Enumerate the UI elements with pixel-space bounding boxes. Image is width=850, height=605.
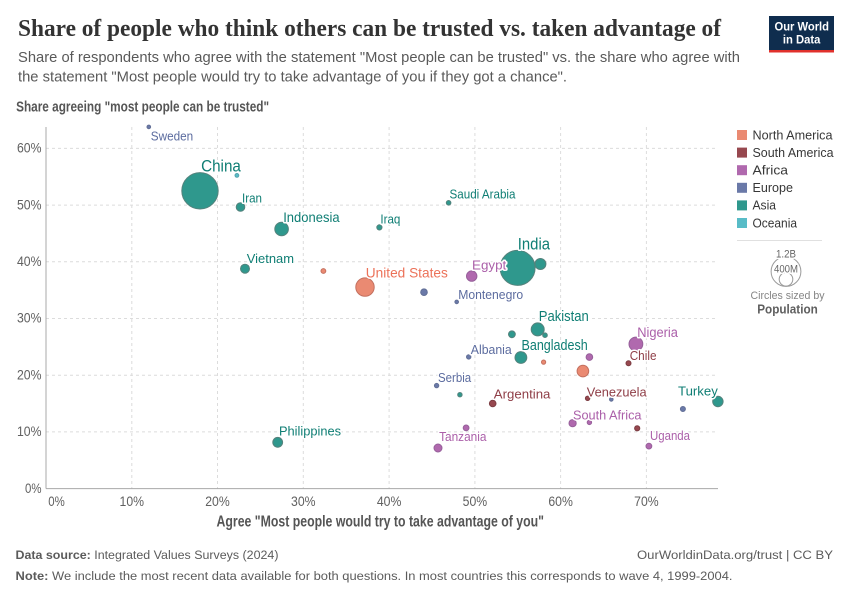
svg-text:40%: 40% [377,493,402,509]
svg-text:the statement "Most people wou: the statement "Most people would try to … [18,70,567,86]
svg-text:Pakistan: Pakistan [539,309,589,325]
svg-text:Egypt: Egypt [472,257,507,272]
svg-text:Uganda: Uganda [650,428,691,443]
svg-text:Iran: Iran [242,191,262,206]
svg-text:50%: 50% [463,493,488,509]
svg-text:Share of respondents who agree: Share of respondents who agree with the … [18,50,740,66]
svg-text:Montenegro: Montenegro [458,287,523,302]
svg-text:South Africa: South Africa [573,408,642,423]
svg-text:Philippines: Philippines [279,424,341,439]
svg-text:0%: 0% [48,493,65,509]
svg-text:20%: 20% [17,366,42,382]
svg-text:10%: 10% [120,493,145,509]
svg-text:Chile: Chile [630,348,657,363]
svg-text:Share agreeing "most people ca: Share agreeing "most people can be trust… [16,100,269,116]
svg-text:Oceania: Oceania [753,215,798,230]
svg-text:in Data: in Data [783,32,821,46]
svg-text:Population: Population [757,302,818,317]
svg-text:400M: 400M [774,263,798,275]
svg-text:Our World: Our World [775,20,830,34]
svg-text:North America: North America [753,127,834,142]
svg-text:30%: 30% [17,310,42,326]
svg-text:Europe: Europe [753,180,794,195]
svg-text:India: India [518,235,551,253]
svg-text:United States: United States [366,265,448,281]
svg-text:Venezuela: Venezuela [587,385,648,400]
svg-text:1.2B: 1.2B [776,248,796,260]
svg-text:Nigeria: Nigeria [637,325,678,340]
svg-text:Circles sized by: Circles sized by [751,290,826,302]
svg-text:0%: 0% [25,480,42,496]
svg-text:Share of people who think othe: Share of people who think others can be … [18,16,722,42]
svg-text:70%: 70% [634,493,659,509]
svg-text:Agree "Most people would try t: Agree "Most people would try to take adv… [217,514,545,531]
svg-text:China: China [201,158,242,176]
svg-text:Vietnam: Vietnam [247,251,294,266]
svg-text:South America: South America [753,145,835,160]
svg-text:10%: 10% [17,423,42,439]
svg-text:60%: 60% [548,493,573,509]
svg-text:40%: 40% [17,253,42,269]
svg-text:20%: 20% [205,493,230,509]
svg-text:Saudi Arabia: Saudi Arabia [450,187,517,202]
svg-text:Asia: Asia [753,198,777,213]
svg-text:Note: We include the most rece: Note: We include the most recent data av… [16,569,733,583]
svg-text:Tanzania: Tanzania [439,429,487,444]
svg-text:Bangladesh: Bangladesh [522,338,588,354]
svg-text:Turkey: Turkey [678,383,718,398]
svg-text:Indonesia: Indonesia [283,209,340,225]
svg-text:50%: 50% [17,196,42,212]
svg-text:Africa: Africa [753,163,789,178]
svg-text:60%: 60% [17,140,42,156]
svg-text:Argentina: Argentina [494,386,552,401]
svg-text:30%: 30% [291,493,316,509]
svg-text:Sweden: Sweden [151,129,193,144]
svg-text:Iraq: Iraq [380,211,400,226]
svg-text:Albania: Albania [471,342,513,357]
svg-text:Serbia: Serbia [438,370,472,385]
svg-text:Data source: Integrated Values: Data source: Integrated Values Surveys (… [16,548,279,562]
svg-text:OurWorldinData.org/trust | CC: OurWorldinData.org/trust | CC BY [637,548,833,562]
